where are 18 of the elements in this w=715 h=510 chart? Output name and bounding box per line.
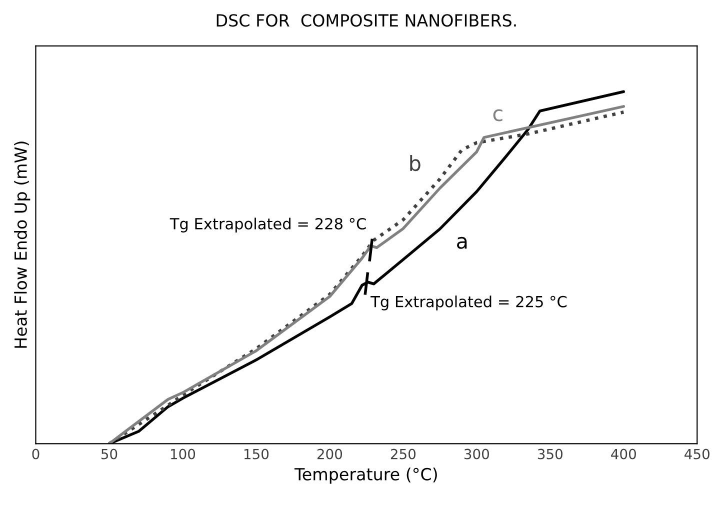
y-axis-title: Heat Flow Endo Up (mW) <box>14 142 30 348</box>
x-tick-label: 300 <box>464 448 489 460</box>
series-label: c <box>493 109 502 122</box>
x-tick-label: 150 <box>244 448 269 460</box>
annotation: Tg Extrapolated = 228 °C <box>170 218 366 232</box>
x-axis-title: Temperature (°C) <box>294 468 437 484</box>
series-label: b <box>410 155 420 172</box>
x-tick-label: 400 <box>611 448 636 460</box>
x-tick-label: 450 <box>684 448 710 460</box>
x-tick-label: 50 <box>101 448 118 460</box>
x-tick-label: 350 <box>538 448 562 460</box>
x-tick-label: 200 <box>317 448 342 460</box>
annotation: Tg Extrapolated = 225 °C <box>370 296 567 310</box>
x-tick-label: 0 <box>32 448 40 460</box>
chart-title: DSC FOR COMPOSITE NANOFIBERS. <box>216 14 516 27</box>
x-tick-label: 250 <box>390 448 416 460</box>
x-tick-label: 100 <box>170 448 196 460</box>
series-label: a <box>457 236 467 249</box>
